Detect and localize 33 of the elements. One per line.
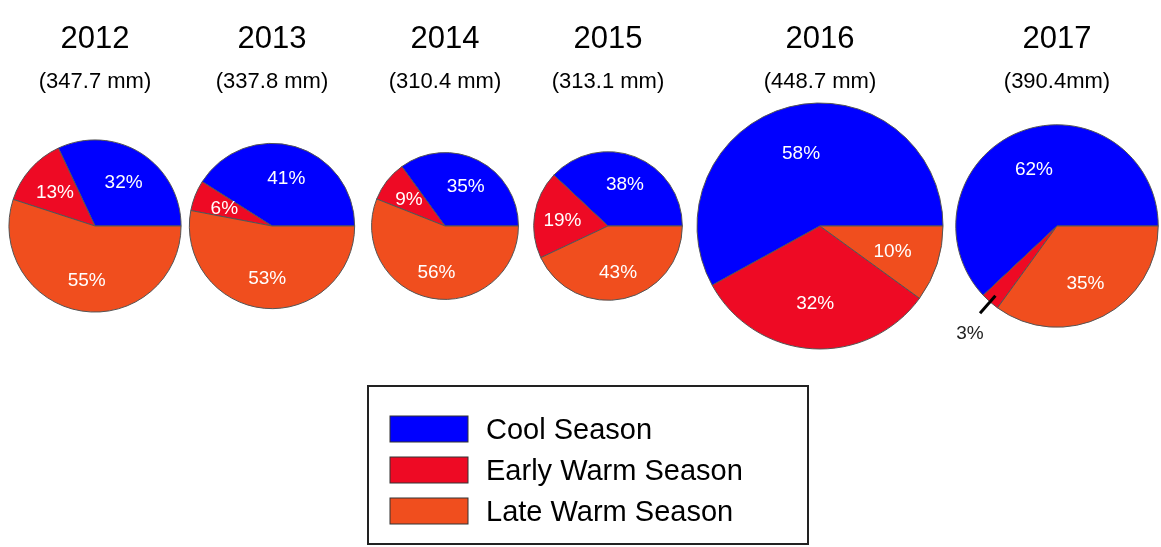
data-label: 6%: [210, 197, 239, 219]
chart-title: 2016: [785, 20, 855, 55]
chart-subtitle: (313.1 mm): [551, 68, 665, 93]
data-label: 19%: [543, 208, 582, 230]
data-label: 62%: [1014, 157, 1054, 179]
chart-subtitle: (310.4 mm): [388, 68, 502, 93]
chart-title: 2013: [237, 20, 307, 55]
chart-subtitle: (347.7 mm): [38, 68, 152, 93]
data-label: 41%: [267, 166, 306, 188]
legend-label: Cool Season: [486, 413, 653, 445]
chart-title: 2012: [60, 20, 130, 55]
data-label: 9%: [395, 188, 423, 210]
data-label: 3%: [956, 321, 984, 343]
data-label: 43%: [599, 260, 638, 282]
chart-title: 2017: [1022, 20, 1092, 55]
data-label: 32%: [104, 170, 143, 192]
data-label: 35%: [446, 175, 485, 197]
legend-label: Late Warm Season: [486, 495, 734, 527]
legend-label: Early Warm Season: [486, 454, 743, 486]
chart-subtitle: (390.4mm): [1003, 68, 1111, 93]
data-label: 56%: [417, 260, 456, 282]
chart-subtitle: (448.7 mm): [763, 68, 877, 93]
chart-subtitle: (337.8 mm): [215, 68, 329, 93]
data-label: 13%: [35, 180, 75, 202]
chart-title: 2015: [573, 20, 643, 55]
data-label: 53%: [248, 267, 287, 289]
data-label: 32%: [796, 292, 835, 314]
data-label: 38%: [605, 173, 645, 195]
data-label: 58%: [782, 142, 821, 164]
data-label: 55%: [67, 268, 106, 290]
data-label: 10%: [873, 239, 912, 261]
chart-title: 2014: [410, 20, 480, 55]
data-label: 35%: [1066, 271, 1105, 293]
